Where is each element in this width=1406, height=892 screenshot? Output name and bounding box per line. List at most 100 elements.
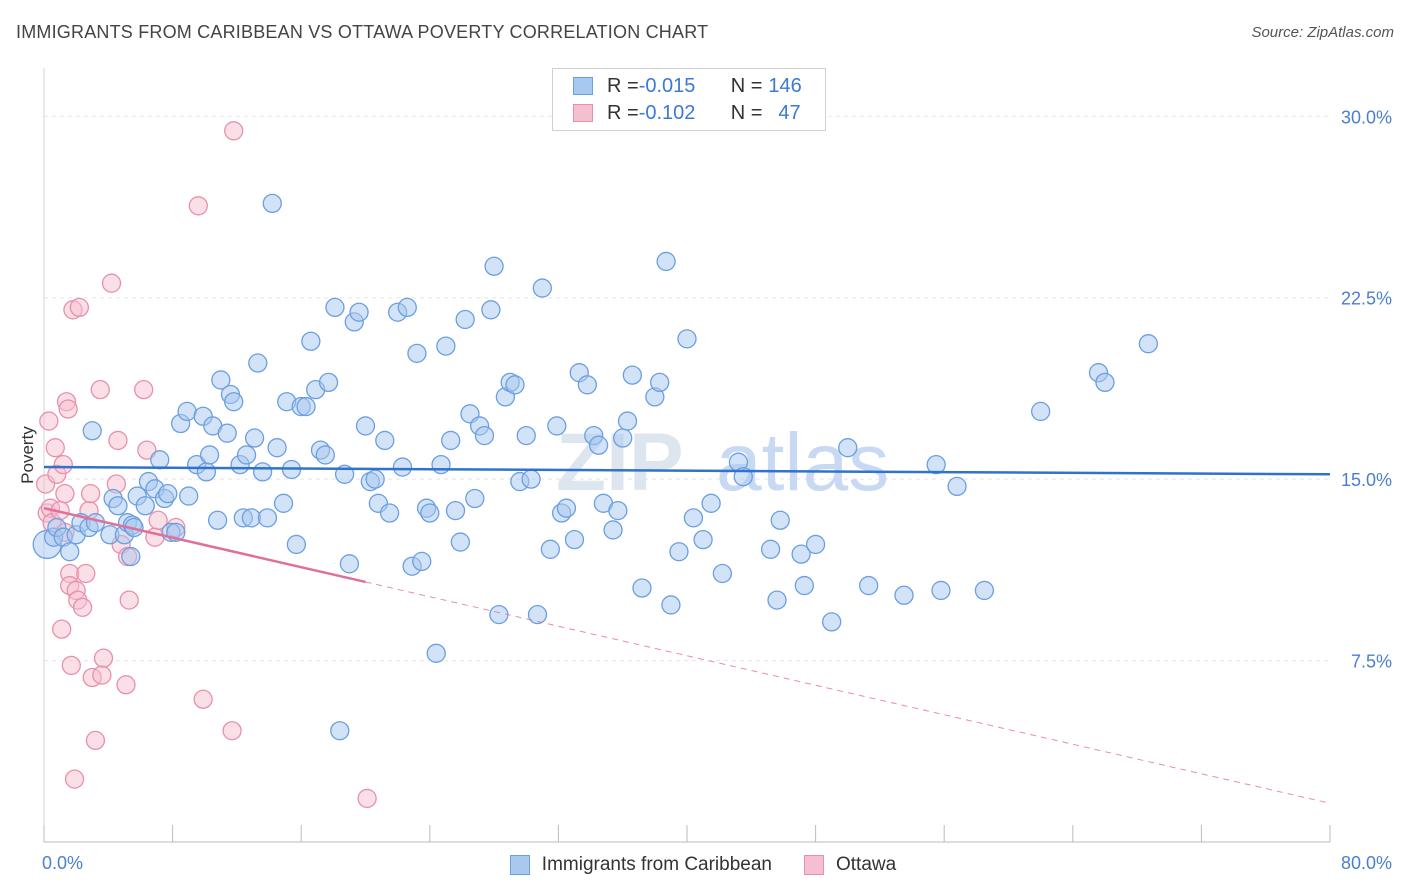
caribbean-point [532,278,552,298]
caribbean-point [397,297,417,318]
caribbean-point [1095,372,1115,393]
caribbean-point [150,450,170,470]
ottawa-point [101,273,122,293]
caribbean-point [296,396,316,417]
ottawa-point [64,769,85,789]
legend-row-caribbean: R = -0.015 N = 146 [573,73,802,99]
caribbean-point [712,563,733,584]
caribbean-point [349,302,369,322]
caribbean-point [82,421,102,441]
ottawa-point [69,297,90,318]
legend-n-label: N = [730,74,763,97]
caribbean-point [484,256,504,276]
legend-r-label: R = [607,101,639,124]
ottawa-point [53,454,73,475]
caribbean-point [564,529,585,550]
ottawa-point [45,438,65,458]
caribbean-points [32,193,1159,741]
caribbean-point [481,300,501,320]
caribbean-point [431,454,451,475]
series-legend: Immigrants from Caribbean Ottawa [0,852,1406,878]
caribbean-point [217,423,237,443]
caribbean-point [407,343,427,364]
caribbean-point [450,532,470,552]
caribbean-point [426,643,446,663]
caribbean-point [248,353,268,373]
caribbean-point [521,469,541,489]
caribbean-point [632,578,652,598]
source-credit: Source: ZipAtlas.com [1251,24,1394,41]
caribbean-point [207,510,228,530]
caribbean-point [375,430,395,451]
legend-r-value: -0.102 [638,101,696,124]
caribbean-point [926,454,946,475]
caribbean-point [858,575,879,596]
caribbean-point [412,551,432,572]
ottawa-point [85,730,106,751]
ottawa-trend-extension [365,581,1331,804]
caribbean-point [1031,401,1051,422]
axes [43,68,1331,843]
ottawa-point [61,655,81,676]
ottawa-points [35,121,377,809]
ottawa-point [90,379,110,400]
ottawa-point [55,484,75,504]
caribbean-point [318,372,339,393]
legend-swatch-pink [573,104,593,122]
caribbean-point [760,539,781,559]
caribbean-point [947,476,967,497]
caribbean-point [794,575,814,596]
stats-legend: R = -0.015 N = 146 R = -0.102 N = 47 [552,68,826,131]
caribbean-point [805,534,826,555]
caribbean-point [540,539,561,559]
caribbean-point [677,329,697,349]
caribbean-point [262,193,282,214]
caribbean-point [158,484,178,504]
ottawa-point [108,430,128,451]
ottawa-point [119,590,139,610]
caribbean-point [791,544,811,564]
ottawa-point [357,788,377,809]
ottawa-point [224,121,244,141]
caribbean-point [1138,334,1159,354]
caribbean-point [822,612,842,632]
caribbean-point [656,251,676,272]
caribbean-point [661,595,681,615]
caribbean-point [267,438,287,458]
caribbean-point [603,520,623,540]
caribbean-point [547,416,567,436]
legend-r-label: R = [607,74,639,97]
x-tick-labels: 0.0% 80.0% [42,853,1392,873]
caribbean-point [179,486,199,506]
ottawa-point [52,619,72,639]
caribbean-point [613,428,633,448]
caribbean-point [588,435,609,455]
caribbean-point [108,496,128,516]
caribbean-point [693,529,713,550]
caribbean-point [224,392,244,412]
legend-label: Ottawa [836,854,897,875]
caribbean-point [286,534,307,555]
caribbean-point [211,370,231,390]
caribbean-point [527,604,548,625]
x-tick-label: 80.0% [1341,853,1392,873]
caribbean-point [241,508,262,528]
caribbean-point [455,309,475,330]
caribbean-point [60,542,80,562]
caribbean-point [556,498,577,518]
ottawa-point [134,379,154,400]
caribbean-point [315,445,335,465]
ottawa-point [148,510,168,530]
y-axis-label: Poverty [18,426,37,484]
ottawa-point [80,484,101,504]
caribbean-point [436,336,456,356]
chart-title: IMMIGRANTS FROM CARIBBEAN VS OTTAWA POVE… [16,22,709,42]
legend-r-value: -0.015 [638,74,696,97]
caribbean-point [577,375,597,395]
legend-row-ottawa: R = -0.102 N = 47 [573,100,801,126]
legend-item-ottawa: Ottawa [804,854,896,876]
legend-label: Immigrants from Caribbean [541,854,772,875]
y-tick-label: 7.5% [1351,652,1392,672]
caribbean-point [301,331,321,351]
